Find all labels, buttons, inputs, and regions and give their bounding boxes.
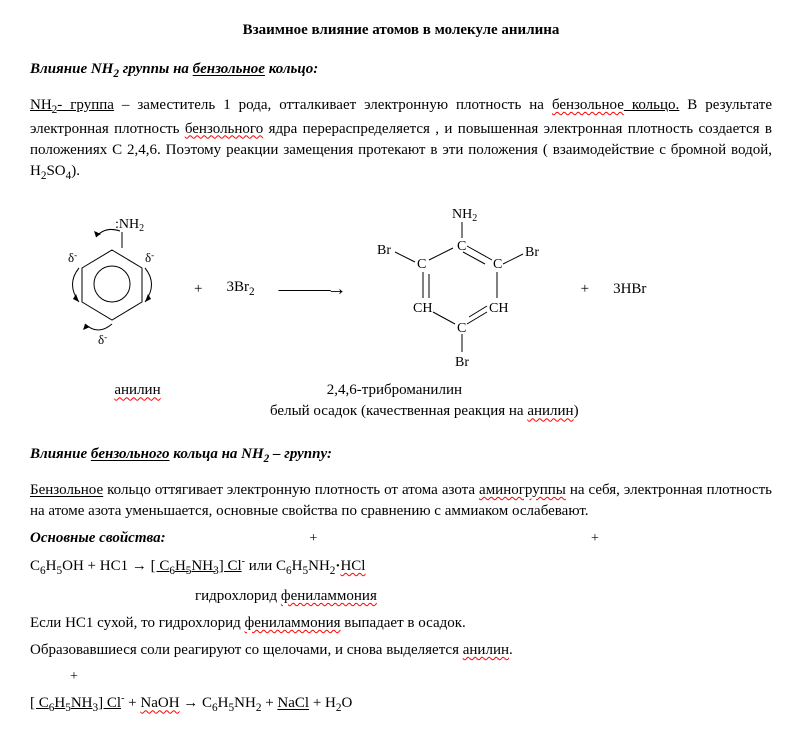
p1-b: - группа bbox=[57, 97, 114, 113]
h2-wavy: бензольного bbox=[91, 446, 170, 462]
n2b: анилин bbox=[463, 642, 509, 658]
e1e: OH + HC1 → bbox=[62, 558, 150, 574]
equation-1: C6H5OH + HC1 → [ C6H5NH3] Cl- или C6H5NH… bbox=[30, 555, 772, 580]
section1-para: NH2- группа – заместитель 1 рода, отталк… bbox=[30, 95, 772, 185]
equation-1-label: гидрохлорид фениламмония bbox=[30, 586, 772, 607]
svg-text:Br: Br bbox=[377, 243, 391, 258]
p2-b: кольцо оттягивает электронную плотность … bbox=[103, 482, 479, 498]
svg-text:CH: CH bbox=[413, 301, 432, 316]
sup-plus-2: + bbox=[591, 531, 599, 546]
section2-heading: Влияние бензольного кольца на NH2 – груп… bbox=[30, 444, 772, 468]
e2m: O bbox=[342, 695, 353, 711]
e1-salt: [ C6H5NH3] Cl bbox=[151, 558, 242, 574]
p1-c: – заместитель 1 рода, отталкивает электр… bbox=[114, 97, 552, 113]
tribromoaniline-structure: NH2 C C Br CH C Br CH C Br bbox=[367, 204, 557, 374]
e2-salt: [ C6H5NH3] Cl bbox=[30, 695, 121, 711]
aniline-structure: :NH2 δ- δ- δ- bbox=[50, 214, 170, 364]
lab1a: гидрохлорид bbox=[30, 588, 281, 604]
sup-plus-3: + bbox=[70, 667, 772, 687]
lrd-a: белый осадок (качественная реакция на bbox=[270, 403, 527, 419]
e2k: NaCl bbox=[277, 695, 309, 711]
svg-text:Br: Br bbox=[525, 245, 539, 260]
e1k: H bbox=[292, 558, 303, 574]
e2l: + H bbox=[309, 695, 336, 711]
p2-a: Бензольное bbox=[30, 482, 103, 498]
section1-heading: Влияние NH2 группы на бензольное кольцо: bbox=[30, 59, 772, 83]
h2-mid: кольца на NH bbox=[170, 446, 264, 462]
p1-a: NH2- группа bbox=[30, 97, 114, 113]
lrd-b: анилин bbox=[527, 403, 573, 419]
reagent: 3Br2 bbox=[226, 277, 254, 301]
equation-2: [ C6H5NH3] Cl- + NaOH → C6H5NH2 + NaCl +… bbox=[30, 692, 772, 717]
p1-j: ). bbox=[71, 163, 80, 179]
plus2: + bbox=[581, 279, 589, 300]
reaction-arrow: ———→ bbox=[279, 275, 343, 303]
n1c: выпадает в осадок. bbox=[341, 615, 466, 631]
n1b: фениламмония bbox=[245, 615, 341, 631]
h1-post: кольцо: bbox=[265, 61, 318, 77]
label-aniline: анилин bbox=[50, 380, 225, 401]
sup-plus-1: + bbox=[309, 531, 317, 546]
svg-text:δ-: δ- bbox=[98, 332, 107, 347]
n2a: Образовавшиеся соли реагируют со щелочам… bbox=[30, 642, 463, 658]
plus1: + bbox=[194, 279, 202, 300]
p2-c: аминогруппы bbox=[479, 482, 566, 498]
h1-wavy: бензольное bbox=[193, 61, 265, 77]
e2i: NH bbox=[234, 695, 256, 711]
e1n: HCl bbox=[340, 558, 365, 574]
svg-text:Br: Br bbox=[455, 355, 469, 370]
svg-text:C: C bbox=[417, 257, 426, 272]
p1-e: кольцо. bbox=[624, 97, 679, 113]
svg-text:C: C bbox=[457, 321, 466, 336]
e1j: или C bbox=[245, 558, 286, 574]
label-product: 2,4,6-триброманилин bbox=[327, 380, 462, 401]
reaction-labels: анилин 2,4,6-триброманилин белый осадок … bbox=[50, 380, 772, 422]
bph-text: Основные свойства: bbox=[30, 530, 166, 546]
p1-i: SO bbox=[46, 163, 65, 179]
note-line-1: Если HC1 сухой, то гидрохлорид фениламмо… bbox=[30, 613, 772, 634]
label-product-desc: белый осадок (качественная реакция на ан… bbox=[270, 401, 772, 422]
lrd-c: ) bbox=[574, 403, 579, 419]
h1-pre: Влияние NH bbox=[30, 61, 113, 77]
h2-post: – группу: bbox=[269, 446, 332, 462]
svg-text:C: C bbox=[493, 257, 502, 272]
n1a: Если HC1 сухой, то гидрохлорид bbox=[30, 615, 245, 631]
e2g: → C bbox=[180, 695, 213, 711]
h2-pre: Влияние bbox=[30, 446, 91, 462]
section2-para: Бензольное кольцо оттягивает электронную… bbox=[30, 480, 772, 522]
lab1b: фениламмония bbox=[281, 588, 377, 604]
product2: 3HBr bbox=[613, 279, 646, 300]
p1-d: бензольное bbox=[552, 97, 624, 113]
basic-props-heading: Основные свойства: + + bbox=[30, 528, 772, 549]
e2j: + bbox=[261, 695, 277, 711]
e1l: NH bbox=[308, 558, 330, 574]
svg-text:δ-: δ- bbox=[145, 250, 154, 265]
h1-mid: группы на bbox=[119, 61, 193, 77]
p1-g: бензольного bbox=[185, 121, 263, 137]
note-line-2: Образовавшиеся соли реагируют со щелочам… bbox=[30, 640, 772, 661]
e1c: H bbox=[46, 558, 57, 574]
doc-title: Взаимное влияние атомов в молекуле анили… bbox=[30, 20, 772, 41]
e2f: NaOH bbox=[140, 695, 179, 711]
e2h: H bbox=[218, 695, 229, 711]
svg-text:C: C bbox=[457, 239, 466, 254]
reaction-scheme: :NH2 δ- δ- δ- + 3Br2 ———→ NH2 C C Br CH bbox=[50, 204, 772, 374]
svg-text::NH2: :NH2 bbox=[115, 217, 144, 234]
n2c: . bbox=[509, 642, 513, 658]
svg-text:CH: CH bbox=[489, 301, 508, 316]
e2e: + bbox=[124, 695, 140, 711]
p1-a1: NH bbox=[30, 97, 52, 113]
svg-text:δ-: δ- bbox=[68, 250, 77, 265]
svg-text:NH2: NH2 bbox=[452, 207, 477, 224]
e1a: C bbox=[30, 558, 40, 574]
